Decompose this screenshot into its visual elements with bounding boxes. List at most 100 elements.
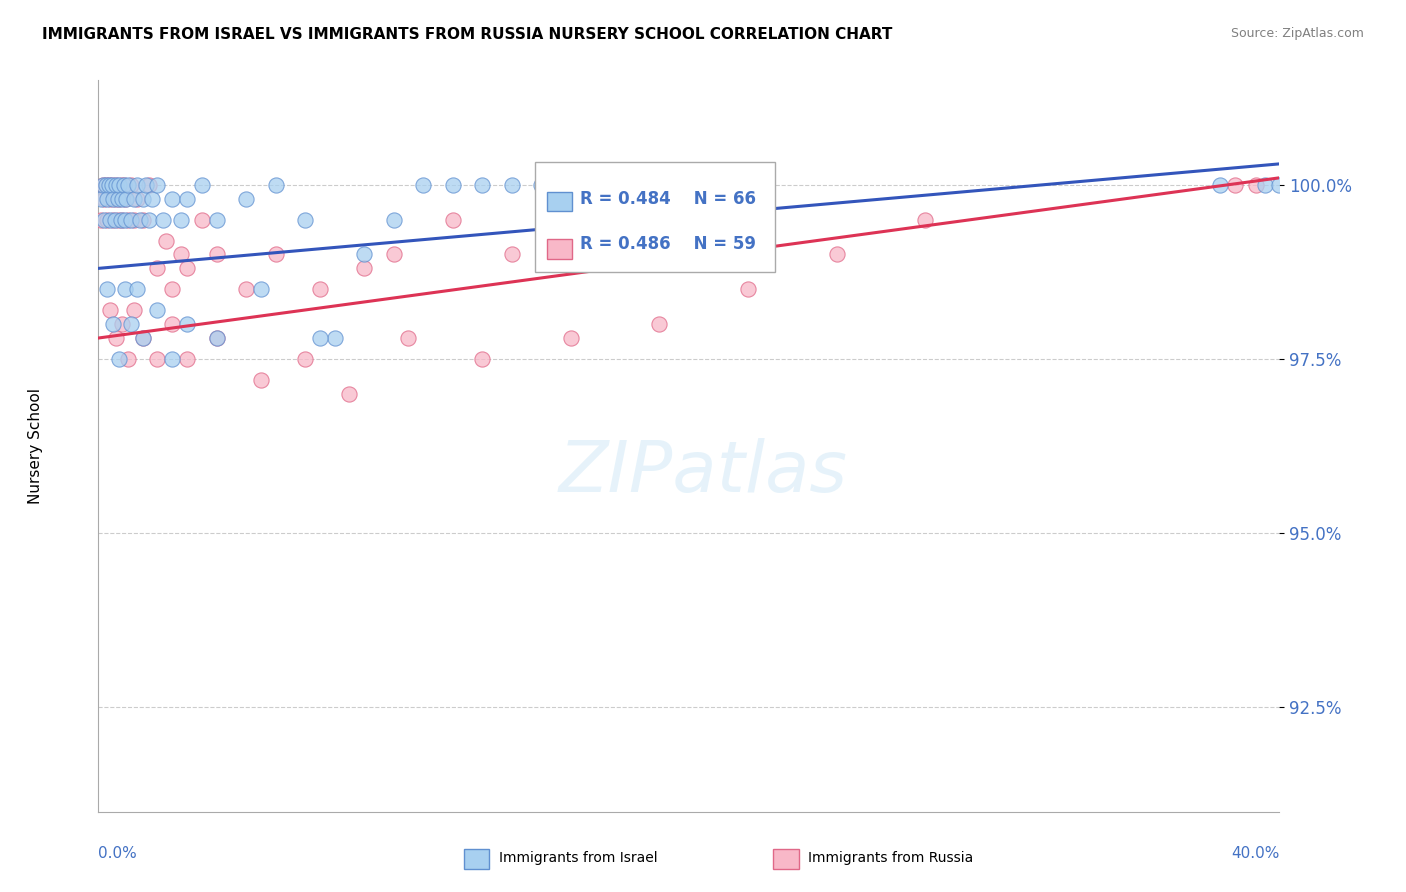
Point (471, 351, 494, 366)
Y-axis label: Nursery School: Nursery School (28, 388, 42, 504)
Text: Immigrants from Russia: Immigrants from Russia (808, 851, 974, 865)
Point (560, 178, 582, 192)
Text: Source: ZipAtlas.com: Source: ZipAtlas.com (1230, 27, 1364, 40)
Point (132, 212, 155, 227)
Point (122, 303, 145, 318)
Point (146, 178, 169, 192)
Point (103, 212, 125, 227)
Point (825, 247, 848, 261)
Point (648, 317, 671, 331)
Point (648, 178, 671, 192)
Point (235, 282, 257, 296)
Point (90, 192, 112, 206)
Point (914, 212, 936, 227)
Point (146, 303, 169, 318)
Point (100, 178, 122, 192)
Point (97, 178, 120, 192)
Point (205, 212, 228, 227)
Point (678, 178, 700, 192)
Point (91, 178, 114, 192)
Point (132, 331, 155, 345)
Point (132, 192, 155, 206)
Point (264, 247, 287, 261)
Point (162, 317, 183, 331)
Point (105, 331, 128, 345)
Point (250, 282, 273, 296)
Point (120, 178, 142, 192)
Point (737, 282, 759, 296)
Point (94, 178, 117, 192)
Text: ZIPatlas: ZIPatlas (558, 438, 848, 508)
Point (146, 351, 169, 366)
Point (125, 178, 148, 192)
Point (382, 212, 405, 227)
Point (132, 331, 155, 345)
Point (1268, 178, 1291, 192)
Point (205, 331, 228, 345)
Point (107, 212, 129, 227)
Point (114, 192, 136, 206)
Point (323, 331, 346, 345)
Point (176, 261, 198, 276)
Point (1225, 178, 1247, 192)
Point (441, 178, 464, 192)
Text: R = 0.486    N = 59: R = 0.486 N = 59 (581, 235, 756, 253)
Point (111, 317, 134, 331)
Point (353, 261, 375, 276)
Point (309, 282, 332, 296)
Point (111, 192, 134, 206)
Point (114, 282, 136, 296)
Point (205, 331, 228, 345)
Point (191, 212, 214, 227)
Text: 0.0%: 0.0% (98, 847, 138, 862)
Point (117, 212, 139, 227)
Point (117, 351, 139, 366)
Point (1244, 178, 1267, 192)
Point (111, 212, 134, 227)
Point (110, 178, 132, 192)
Point (96, 212, 118, 227)
Point (170, 247, 193, 261)
Point (112, 178, 135, 192)
Point (441, 212, 464, 227)
Point (339, 386, 361, 401)
Point (108, 351, 131, 366)
Point (122, 212, 145, 227)
Text: R = 0.484    N = 66: R = 0.484 N = 66 (581, 190, 756, 209)
Point (138, 212, 160, 227)
Point (112, 178, 135, 192)
Point (91, 178, 114, 192)
Point (98, 303, 121, 318)
Point (104, 212, 127, 227)
Point (93, 192, 115, 206)
Point (264, 178, 287, 192)
Text: Immigrants from Israel: Immigrants from Israel (499, 851, 658, 865)
Point (107, 192, 129, 206)
Point (191, 178, 214, 192)
Point (309, 331, 332, 345)
Point (353, 247, 375, 261)
Point (1209, 178, 1232, 192)
Point (93, 212, 115, 227)
Point (98, 212, 121, 227)
Point (110, 212, 132, 227)
Point (98, 192, 121, 206)
Point (122, 192, 145, 206)
Point (141, 192, 163, 206)
Point (90, 212, 112, 227)
Point (125, 192, 148, 206)
Point (398, 331, 420, 345)
Point (560, 331, 582, 345)
Point (589, 178, 612, 192)
Point (162, 282, 183, 296)
Point (103, 317, 125, 331)
Point (530, 178, 553, 192)
Text: 40.0%: 40.0% (1232, 847, 1279, 862)
Point (471, 178, 494, 192)
Point (104, 192, 127, 206)
Point (108, 178, 131, 192)
Point (155, 234, 177, 248)
Point (120, 317, 142, 331)
Point (619, 178, 641, 192)
Point (176, 351, 198, 366)
